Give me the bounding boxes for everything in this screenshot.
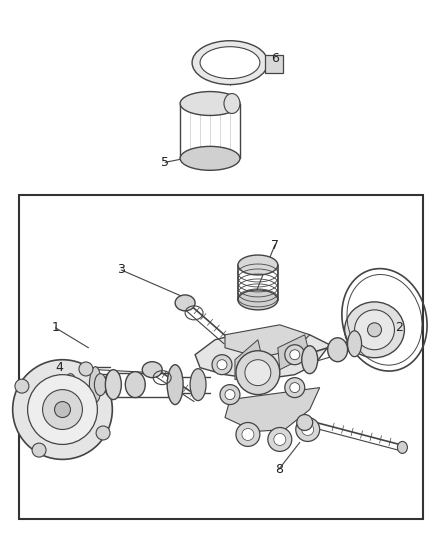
Circle shape xyxy=(295,417,319,441)
Ellipse shape xyxy=(344,302,403,358)
Circle shape xyxy=(32,443,46,457)
Circle shape xyxy=(244,360,270,385)
Ellipse shape xyxy=(327,338,347,362)
Circle shape xyxy=(289,350,299,360)
Text: 8: 8 xyxy=(274,463,282,476)
Bar xyxy=(18,195,422,519)
Circle shape xyxy=(273,433,285,446)
Circle shape xyxy=(216,360,226,370)
Circle shape xyxy=(42,390,82,430)
Circle shape xyxy=(267,427,291,451)
Ellipse shape xyxy=(180,92,240,116)
Ellipse shape xyxy=(167,365,183,405)
Text: 2: 2 xyxy=(395,321,403,334)
Circle shape xyxy=(15,379,29,393)
Circle shape xyxy=(284,345,304,365)
Ellipse shape xyxy=(200,47,259,78)
Polygon shape xyxy=(224,387,319,432)
Ellipse shape xyxy=(105,370,121,400)
Ellipse shape xyxy=(104,373,116,397)
Text: 7: 7 xyxy=(270,239,278,252)
Ellipse shape xyxy=(237,290,277,310)
Ellipse shape xyxy=(142,362,162,378)
Polygon shape xyxy=(224,325,309,358)
Text: 1: 1 xyxy=(52,321,59,334)
Ellipse shape xyxy=(175,295,194,311)
Ellipse shape xyxy=(94,374,106,395)
Ellipse shape xyxy=(192,41,267,85)
Ellipse shape xyxy=(396,441,406,454)
Circle shape xyxy=(212,355,231,375)
Ellipse shape xyxy=(301,346,317,374)
Circle shape xyxy=(296,415,312,431)
Text: 6: 6 xyxy=(270,52,278,65)
Ellipse shape xyxy=(190,369,205,401)
Circle shape xyxy=(28,375,97,445)
Ellipse shape xyxy=(169,377,181,393)
Ellipse shape xyxy=(237,255,277,275)
Circle shape xyxy=(289,383,299,393)
Polygon shape xyxy=(277,335,309,370)
Ellipse shape xyxy=(125,372,145,398)
Circle shape xyxy=(235,351,279,394)
Circle shape xyxy=(284,378,304,398)
Circle shape xyxy=(54,401,71,417)
Circle shape xyxy=(367,323,381,337)
Circle shape xyxy=(96,426,110,440)
Circle shape xyxy=(79,362,93,376)
Bar xyxy=(264,55,282,72)
Circle shape xyxy=(241,429,253,440)
Circle shape xyxy=(235,423,259,447)
Ellipse shape xyxy=(180,147,240,171)
Ellipse shape xyxy=(64,374,76,395)
Ellipse shape xyxy=(354,310,394,350)
Ellipse shape xyxy=(89,367,101,402)
Circle shape xyxy=(301,424,313,435)
Polygon shape xyxy=(234,340,264,379)
Circle shape xyxy=(13,360,112,459)
Ellipse shape xyxy=(347,331,361,357)
Text: 5: 5 xyxy=(161,156,169,169)
Polygon shape xyxy=(194,330,329,379)
Ellipse shape xyxy=(223,94,240,114)
Text: 3: 3 xyxy=(117,263,125,277)
Text: 4: 4 xyxy=(56,361,64,374)
Circle shape xyxy=(219,385,240,405)
Circle shape xyxy=(224,390,234,400)
